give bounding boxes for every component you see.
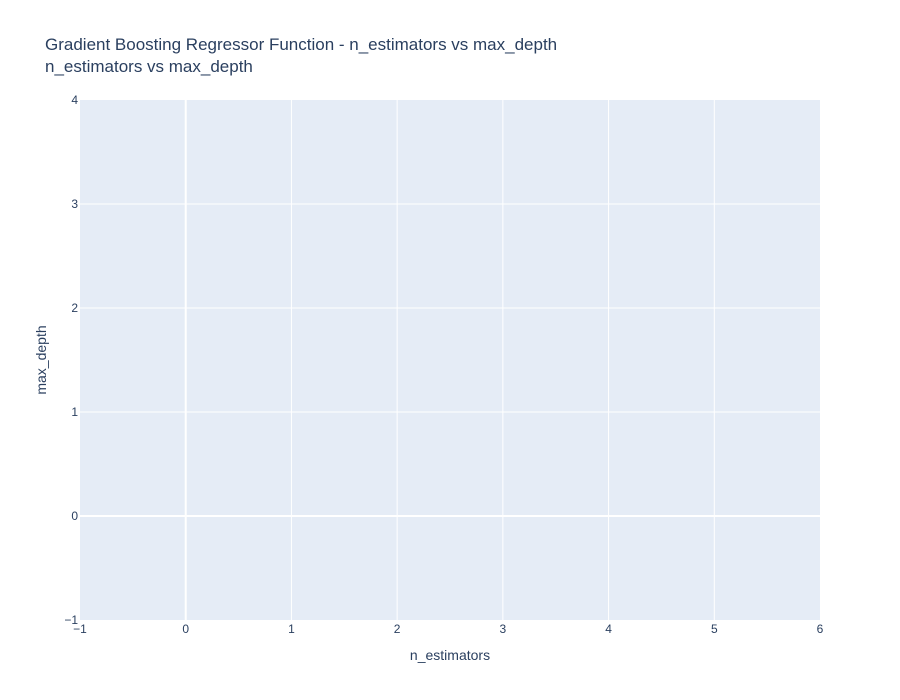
- chart-title: Gradient Boosting Regressor Function - n…: [45, 35, 558, 54]
- x-tick-label: 1: [288, 622, 295, 636]
- y-tick-label: 4: [71, 93, 78, 107]
- x-tick-label: 3: [500, 622, 507, 636]
- y-tick-label: 3: [71, 197, 78, 211]
- y-gridlines: [80, 203, 820, 517]
- y-tick-labels: −1 0 1 2 3 4: [64, 93, 78, 627]
- x-tick-label: 0: [182, 622, 189, 636]
- y-tick-label: 1: [71, 405, 78, 419]
- x-axis-label: n_estimators: [410, 647, 490, 663]
- y-tick-label: −1: [64, 613, 78, 627]
- x-tick-label: 5: [711, 622, 718, 636]
- y-tick-label: 2: [71, 301, 78, 315]
- x-tick-label: 2: [394, 622, 401, 636]
- plot-area: [80, 100, 820, 620]
- x-tick-label: 4: [605, 622, 612, 636]
- x-tick-label: −1: [73, 622, 87, 636]
- chart-subtitle: n_estimators vs max_depth: [45, 57, 253, 76]
- x-gridlines: [184, 100, 715, 620]
- x-tick-label: 6: [817, 622, 824, 636]
- x-tick-labels: −1 0 1 2 3 4 5 6: [73, 622, 824, 636]
- y-axis-label: max_depth: [33, 325, 49, 394]
- y-tick-label: 0: [71, 509, 78, 523]
